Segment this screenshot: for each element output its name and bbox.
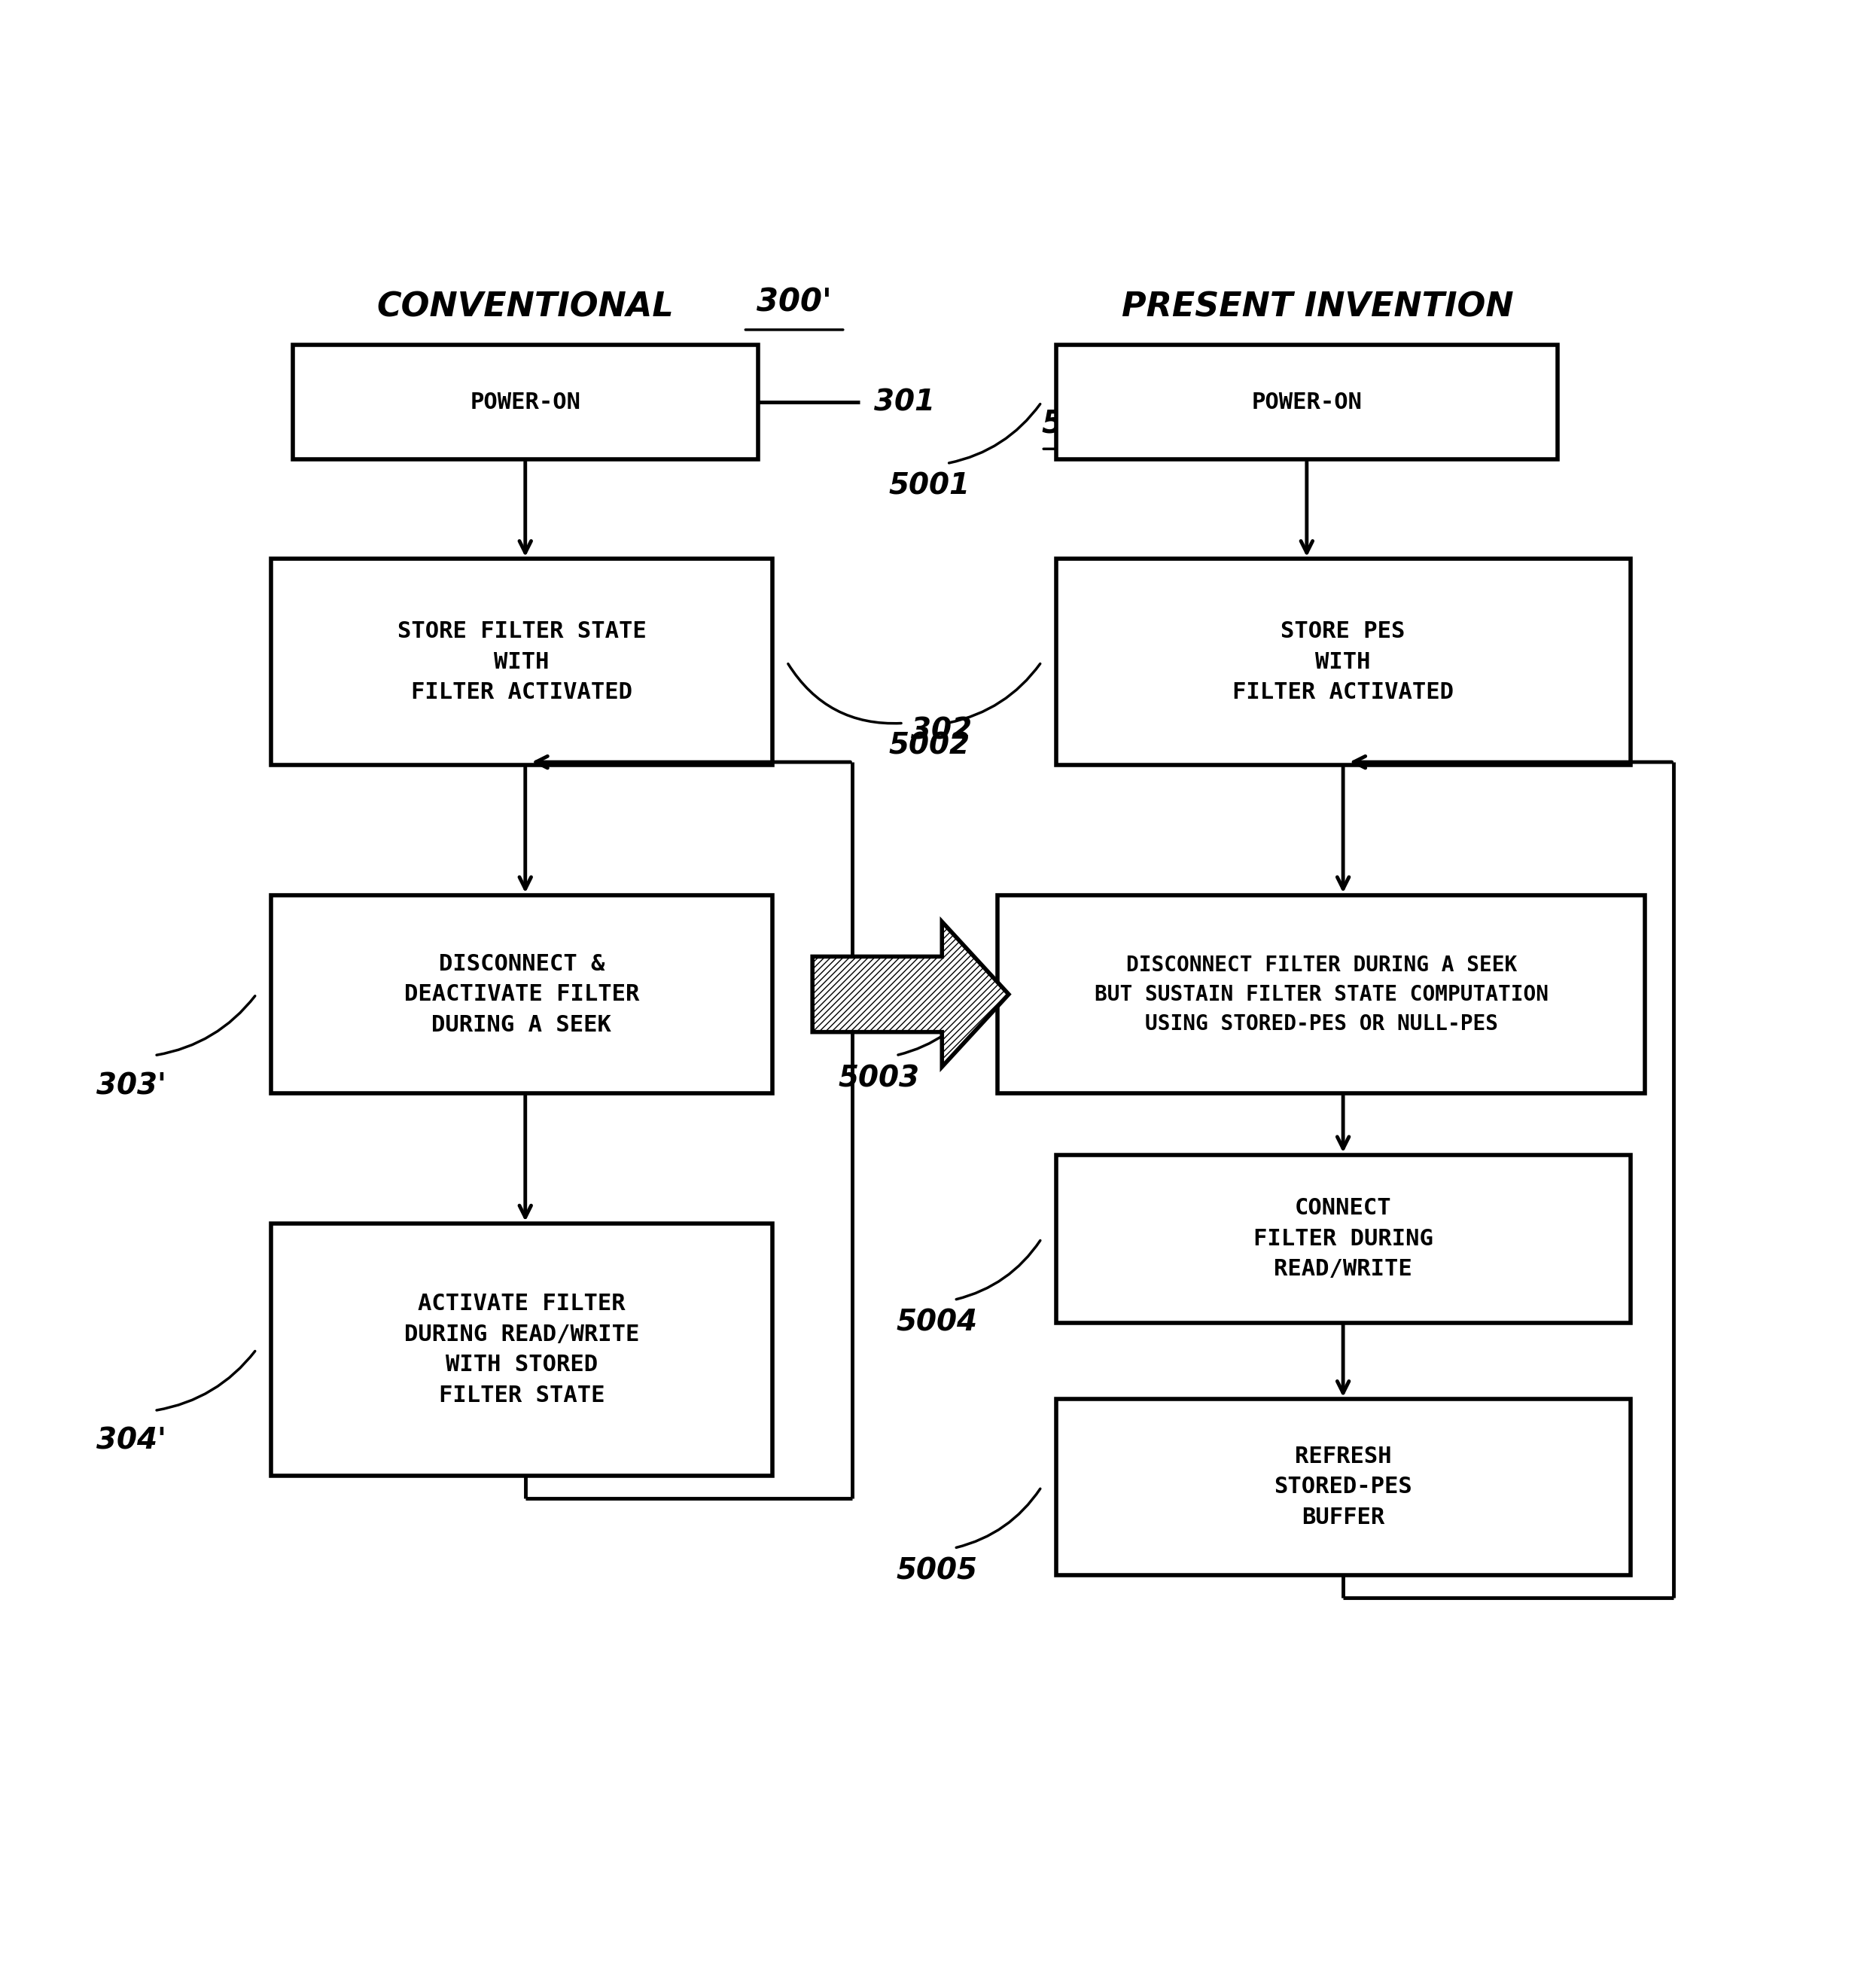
Text: POWER-ON: POWER-ON [1251,391,1362,413]
Text: REFRESH
STORED-PES
BUFFER: REFRESH STORED-PES BUFFER [1274,1446,1413,1528]
Text: STORE FILTER STATE
WITH
FILTER ACTIVATED: STORE FILTER STATE WITH FILTER ACTIVATED [398,621,645,704]
Text: 301: 301 [874,389,936,417]
Text: DISCONNECT &
DEACTIVATE FILTER
DURING A SEEK: DISCONNECT & DEACTIVATE FILTER DURING A … [403,952,640,1036]
Text: PRESENT INVENTION: PRESENT INVENTION [1122,290,1514,323]
FancyBboxPatch shape [270,559,773,766]
Text: STORE PES
WITH
FILTER ACTIVATED: STORE PES WITH FILTER ACTIVATED [1233,621,1454,704]
FancyBboxPatch shape [1056,1155,1630,1323]
Text: 5003: 5003 [839,1063,919,1093]
Text: 5000: 5000 [1041,409,1129,440]
Text: 5002: 5002 [889,732,970,760]
Polygon shape [812,923,1009,1067]
Text: 303': 303' [96,1071,167,1101]
FancyBboxPatch shape [270,1224,773,1476]
Text: 5001: 5001 [889,472,970,500]
Text: CONNECT
FILTER DURING
READ/WRITE: CONNECT FILTER DURING READ/WRITE [1253,1196,1433,1280]
Text: 302: 302 [910,716,972,746]
Text: 304': 304' [96,1426,167,1456]
FancyBboxPatch shape [998,895,1645,1093]
Text: DISCONNECT FILTER DURING A SEEK
BUT SUSTAIN FILTER STATE COMPUTATION
USING STORE: DISCONNECT FILTER DURING A SEEK BUT SUST… [1094,954,1548,1034]
Text: ACTIVATE FILTER
DURING READ/WRITE
WITH STORED
FILTER STATE: ACTIVATE FILTER DURING READ/WRITE WITH S… [403,1294,640,1407]
FancyBboxPatch shape [270,895,773,1093]
Text: 5004: 5004 [897,1307,977,1337]
FancyBboxPatch shape [1056,559,1630,766]
Text: CONVENTIONAL: CONVENTIONAL [377,290,673,323]
FancyBboxPatch shape [293,345,758,460]
Text: POWER-ON: POWER-ON [471,391,580,413]
Text: 5005: 5005 [897,1557,977,1585]
FancyBboxPatch shape [1056,345,1557,460]
Text: 300': 300' [756,286,831,317]
FancyBboxPatch shape [1056,1399,1630,1575]
